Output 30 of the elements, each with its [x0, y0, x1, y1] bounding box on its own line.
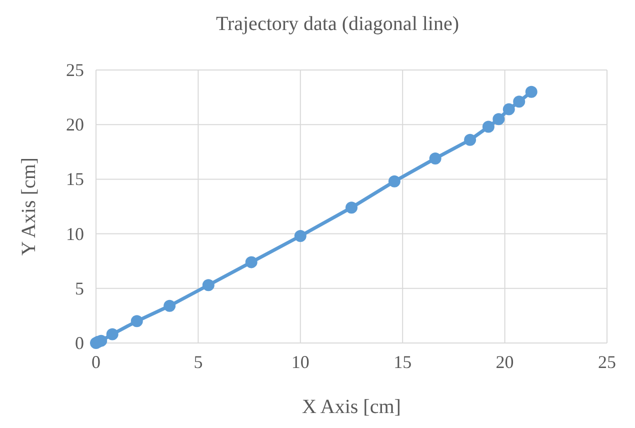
x-tick-label: 20 — [496, 352, 514, 372]
y-tick-label: 20 — [66, 114, 84, 135]
point — [429, 152, 442, 164]
x-tick-label: 10 — [291, 352, 310, 372]
y-tick-label: 15 — [66, 169, 84, 190]
point — [106, 328, 118, 340]
x-axis-title: X Axis [cm] — [302, 396, 401, 418]
point — [513, 96, 526, 108]
point — [482, 120, 494, 133]
point — [294, 230, 306, 242]
x-tick-label: 0 — [92, 352, 100, 372]
x-tick-label: 5 — [194, 352, 203, 372]
point — [525, 86, 538, 98]
y-tick-label: 25 — [66, 60, 84, 80]
y-tick-label: 10 — [66, 224, 84, 244]
point — [130, 315, 143, 328]
point — [388, 175, 400, 188]
y-axis-title: Y Axis [cm] — [18, 157, 40, 256]
point — [492, 113, 505, 126]
point — [502, 103, 515, 116]
x-tick-label: 25 — [598, 352, 616, 372]
point — [346, 202, 358, 214]
point — [164, 300, 176, 312]
chart-title: Trajectory data (diagonal line) — [216, 13, 460, 35]
y-tick-label: 5 — [75, 278, 84, 298]
x-tick-label: 15 — [394, 352, 412, 372]
point — [464, 134, 476, 146]
y-tick-label: 0 — [75, 333, 84, 353]
point — [245, 256, 258, 268]
point — [202, 279, 214, 292]
